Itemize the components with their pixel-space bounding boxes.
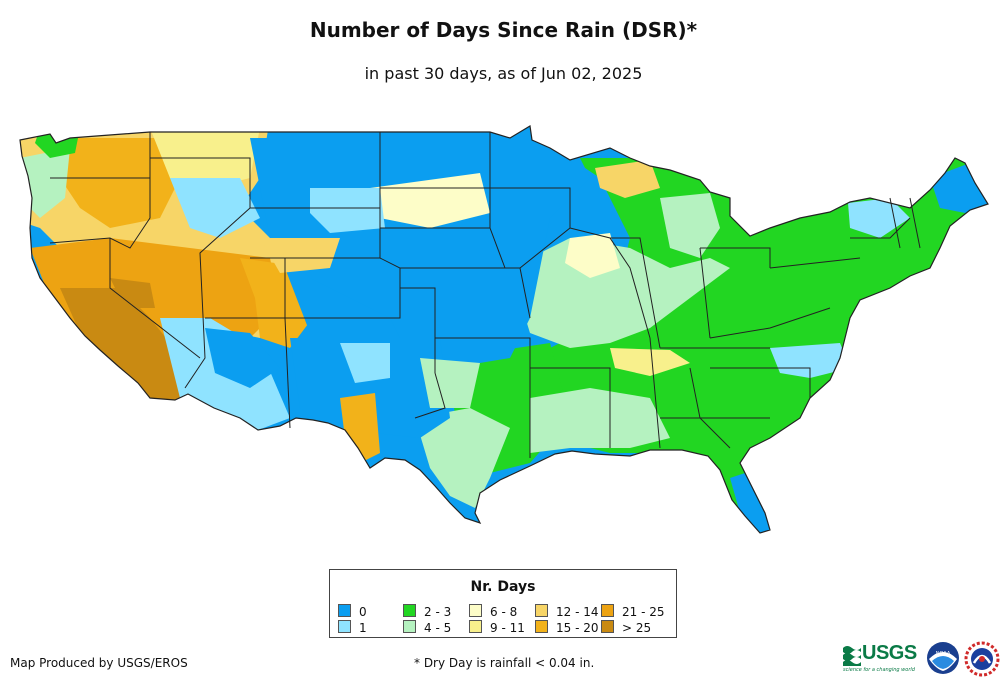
region-dakotas-6-8 <box>370 173 490 228</box>
usgs-logo: USGS science for a changing world <box>842 640 922 680</box>
region-southcentral-6-8 <box>610 348 690 376</box>
usgs-wave-icon <box>843 646 861 666</box>
region-nebraska-12-14 <box>260 238 340 273</box>
legend-label: 6 - 8 <box>490 605 518 619</box>
legend-swatch <box>535 620 548 633</box>
legend-label: 15 - 20 <box>556 621 599 635</box>
legend-item: 12 - 14 <box>535 604 599 619</box>
region-wisconsin-12-14 <box>595 160 660 198</box>
region-arizona-0 <box>205 328 280 388</box>
map-title: Number of Days Since Rain (DSR)* <box>309 18 698 42</box>
usgs-wordmark: USGS <box>862 642 917 664</box>
region-idaho-1 <box>170 178 260 238</box>
region-newengland-1 <box>848 198 910 238</box>
legend-label: 1 <box>359 621 367 635</box>
legend-swatch <box>338 620 351 633</box>
legend-item: 21 - 25 <box>601 604 665 619</box>
legend-item: 2 - 3 <box>403 604 452 619</box>
region-westtexas-4-5 <box>420 358 480 408</box>
legend-label: 12 - 14 <box>556 605 599 619</box>
state-boundaries <box>49 132 921 458</box>
legend-swatch <box>601 604 614 617</box>
region-michigan-4-5 <box>660 193 720 258</box>
map-subtitle: in past 30 days, as of Jun 02, 2025 <box>364 64 643 83</box>
region-south-4-5 <box>530 388 670 453</box>
region-midwest-4-5 <box>510 238 730 348</box>
legend-swatch <box>338 604 351 617</box>
legend-swatch <box>469 604 482 617</box>
legend-swatch <box>403 620 416 633</box>
legend: Nr. Days 0 1 2 - 3 4 - 5 6 - 8 9 - 11 12 - 14 1… <box>329 569 677 638</box>
legend-label: 2 - 3 <box>424 605 452 619</box>
legend-item: 9 - 11 <box>469 620 525 635</box>
footnote-text: * Dry Day is rainfall < 0.04 in. <box>414 656 595 670</box>
legend-title: Nr. Days <box>470 579 536 595</box>
legend-item: 4 - 5 <box>403 620 452 635</box>
region-carolina-1 <box>770 343 850 378</box>
noaa-logo-text: NOAA <box>936 651 951 657</box>
nws-logo-icon <box>964 641 1000 677</box>
region-newmexico-1 <box>340 343 390 383</box>
region-dakotas-1 <box>310 188 385 233</box>
region-texas-4-5 <box>415 408 510 508</box>
legend-swatch <box>469 620 482 633</box>
agency-logos: USGS science for a changing world NOAA <box>842 640 1002 684</box>
legend-item: 15 - 20 <box>535 620 599 635</box>
legend-label: 0 <box>359 605 367 619</box>
legend-swatch <box>535 604 548 617</box>
region-westtexas-15-20 <box>340 393 380 463</box>
region-nevada-gt25 <box>110 278 155 308</box>
credit-text: Map Produced by USGS/EROS <box>10 656 188 670</box>
legend-label: > 25 <box>622 621 652 635</box>
legend-item: 1 <box>338 620 367 635</box>
legend-swatch <box>403 604 416 617</box>
legend-swatch <box>601 620 614 633</box>
noaa-logo-icon: NOAA <box>927 642 959 674</box>
region-coast-4-5 <box>20 148 70 218</box>
usgs-tagline: science for a changing world <box>843 667 915 673</box>
legend-label: 21 - 25 <box>622 605 665 619</box>
region-illinois-6-8 <box>565 233 620 278</box>
legend-item: > 25 <box>601 620 652 635</box>
legend-label: 4 - 5 <box>424 621 452 635</box>
dsr-map <box>19 125 989 534</box>
region-california-gt25 <box>60 288 190 403</box>
region-newmexico-0 <box>290 338 450 438</box>
legend-label: 9 - 11 <box>490 621 525 635</box>
legend-item: 0 <box>338 604 367 619</box>
legend-item: 6 - 8 <box>469 604 518 619</box>
